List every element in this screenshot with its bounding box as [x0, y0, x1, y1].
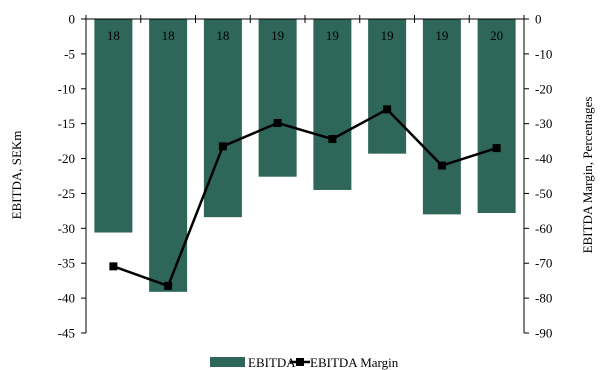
- category-label: 19: [381, 28, 394, 43]
- margin-marker: [328, 135, 337, 144]
- right-tick-label: -10: [535, 46, 552, 61]
- right-tick-label: -20: [535, 81, 552, 96]
- right-tick-label: -60: [535, 221, 552, 236]
- left-axis-title: EBITDA, SEKm: [9, 131, 24, 220]
- right-tick-label: -30: [535, 116, 552, 131]
- margin-marker: [492, 144, 501, 153]
- right-tick-label: -50: [535, 186, 552, 201]
- legend-ebitda-swatch: [210, 357, 245, 367]
- right-axis-title: EBITDA Margin, Percentages: [580, 97, 595, 254]
- ebitda-bar: [313, 19, 352, 190]
- ebitda-bar: [477, 19, 516, 213]
- margin-line: [112, 107, 498, 288]
- left-tick-label: -25: [58, 186, 75, 201]
- right-tick-label: -90: [535, 326, 552, 341]
- ebitda-bar: [149, 19, 188, 292]
- margin-marker: [164, 281, 173, 290]
- category-label: 18: [107, 28, 120, 43]
- left-tick-label: 0: [69, 12, 76, 27]
- ebitda-bar: [203, 19, 242, 218]
- bars-group: [94, 19, 516, 292]
- margin-marker: [109, 262, 118, 271]
- left-tick-label: -40: [58, 291, 75, 306]
- right-tick-label: -40: [535, 151, 552, 166]
- right-tick-label: -70: [535, 256, 552, 271]
- left-tick-label: -15: [58, 116, 75, 131]
- left-tick-label: -35: [58, 256, 75, 271]
- right-tick-label: 0: [535, 12, 542, 27]
- ebitda-bar: [94, 19, 133, 233]
- right-tick-label: -80: [535, 291, 552, 306]
- category-label: 18: [162, 28, 175, 43]
- category-label: 19: [326, 28, 339, 43]
- category-label: 19: [435, 28, 448, 43]
- legend-margin-marker: [296, 358, 304, 366]
- category-labels-group: 18 18 18 19 19 19 19 20: [107, 28, 503, 43]
- legend: EBITDA EBITDA Margin: [210, 355, 399, 370]
- margin-marker: [218, 142, 227, 151]
- ebitda-bar: [368, 19, 407, 154]
- left-tick-label: -5: [64, 46, 75, 61]
- ebitda-bar: [422, 19, 461, 215]
- category-label: 19: [271, 28, 284, 43]
- margin-line-group: [109, 105, 501, 290]
- left-tick-label: -20: [58, 151, 75, 166]
- legend-margin-label: EBITDA Margin: [310, 355, 399, 370]
- category-label: 20: [490, 28, 503, 43]
- ebitda-bar: [258, 19, 297, 177]
- margin-marker: [437, 161, 446, 170]
- axes-group: 0 -5 -10 -15 -20 -25 -30 -35 -40 -45 0 -10 -20 -30 -40…: [58, 12, 553, 341]
- category-label: 18: [216, 28, 229, 43]
- legend-ebitda-label: EBITDA: [248, 355, 296, 370]
- margin-marker: [273, 118, 282, 127]
- left-tick-label: -30: [58, 221, 75, 236]
- margin-marker: [383, 105, 392, 114]
- left-tick-label: -45: [58, 326, 75, 341]
- left-tick-label: -10: [58, 81, 75, 96]
